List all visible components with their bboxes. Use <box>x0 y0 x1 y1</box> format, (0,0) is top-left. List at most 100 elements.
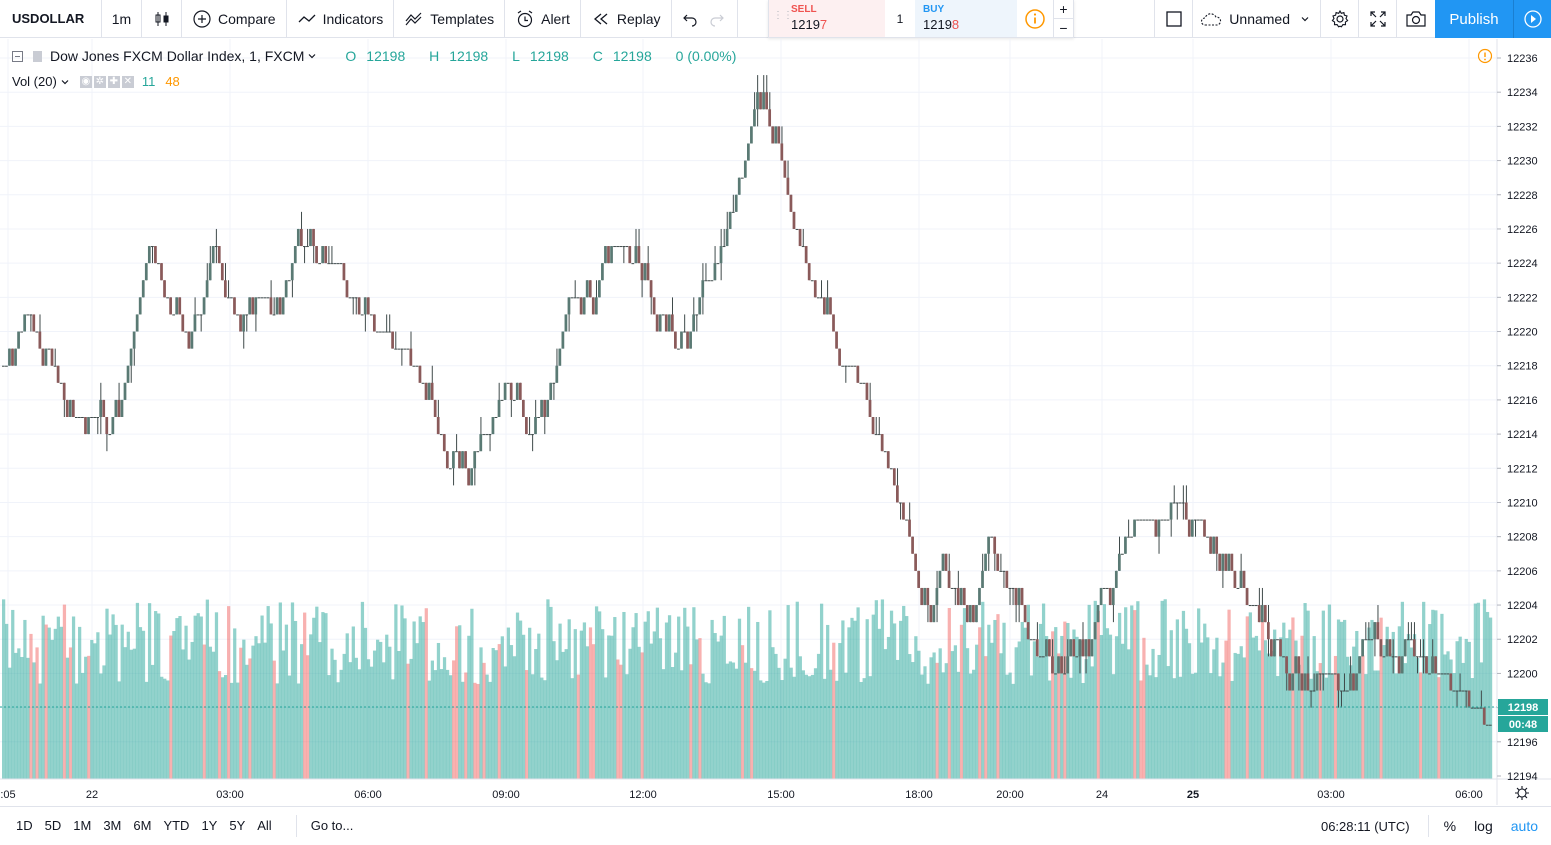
time-tick-label: 18:00 <box>905 789 933 801</box>
goto-button[interactable]: Go to... <box>295 814 353 837</box>
range-5y[interactable]: 5Y <box>229 818 246 833</box>
fullscreen-button[interactable] <box>1358 0 1396 38</box>
range-ytd[interactable]: YTD <box>163 818 190 833</box>
sell-button[interactable]: ⋮⋮ SELL 12197 <box>769 0 885 37</box>
replay-icon <box>591 9 611 29</box>
undo-button[interactable] <box>672 0 698 38</box>
alarm-clock-icon <box>515 9 535 29</box>
buy-button[interactable]: BUY 12198 <box>915 0 1017 37</box>
time-tick-label: :05 <box>0 789 15 801</box>
price-tick-label: 12218 <box>1507 361 1538 373</box>
chart-style-button[interactable] <box>142 0 182 38</box>
symbol-search-button[interactable]: USDOLLAR <box>0 0 102 38</box>
layout-name-label: Unnamed <box>1229 11 1290 27</box>
ohlc-values: O 12198 H 12198 L 12198 C 12198 0 (0.00%) <box>345 48 737 64</box>
indicators-label: Indicators <box>322 10 384 27</box>
eye-icon[interactable]: ◉ <box>79 75 92 88</box>
time-tick-label: 12:00 <box>629 789 657 801</box>
axis-settings-button[interactable] <box>1515 786 1529 800</box>
collapse-legend-button[interactable] <box>12 50 23 62</box>
gear-icon <box>1331 9 1348 28</box>
buy-price: 12198 <box>923 17 960 32</box>
date-range-buttons: 1D 5D 1M 3M 6M YTD 1Y 5Y All <box>10 818 278 833</box>
replay-button[interactable]: Replay <box>581 0 672 38</box>
price-tick-label: 12228 <box>1507 190 1538 202</box>
price-tick-label: 12206 <box>1507 566 1538 578</box>
right-toolbar: Unnamed Publish <box>1154 0 1551 38</box>
price-tick-label: 12226 <box>1507 224 1538 236</box>
price-tick-label: 12220 <box>1507 327 1538 339</box>
change-value: 0 (0.00%) <box>675 48 737 64</box>
current-price-label-bg <box>1498 699 1548 715</box>
chevron-down-icon[interactable] <box>307 51 317 61</box>
chart-warning-icon[interactable] <box>1477 48 1493 64</box>
quantity-field[interactable]: 1 <box>896 11 904 26</box>
range-6m[interactable]: 6M <box>133 818 152 833</box>
percent-scale-toggle[interactable]: % <box>1443 818 1457 834</box>
increase-button[interactable]: + <box>1059 1 1068 17</box>
volume-title[interactable]: Vol (20) <box>12 74 57 89</box>
redo-button[interactable] <box>698 0 738 38</box>
candle-series <box>2 75 1492 726</box>
indicators-button[interactable]: Indicators <box>287 0 395 38</box>
time-tick-label: 06:00 <box>1455 789 1483 801</box>
more-icon[interactable]: ✚ <box>107 75 120 88</box>
series-title[interactable]: Dow Jones FXCM Dollar Index, 1, FXCM <box>50 48 305 64</box>
log-scale-toggle[interactable]: log <box>1474 818 1493 834</box>
sell-price: 12197 <box>791 17 828 32</box>
gear-icon[interactable]: ✲ <box>93 75 106 88</box>
series-legend: Dow Jones FXCM Dollar Index, 1, FXCM O 12… <box>12 48 746 64</box>
compare-button[interactable]: Compare <box>182 0 287 38</box>
fullscreen-icon <box>1369 11 1386 27</box>
range-3m[interactable]: 3M <box>103 818 122 833</box>
layout-menu-button[interactable]: Unnamed <box>1192 0 1320 38</box>
price-chart[interactable]: 12236 12234 12232 12230 12228 12226 12224 12222… <box>0 39 1551 805</box>
range-1d[interactable]: 1D <box>16 818 33 833</box>
play-circle-icon <box>1523 10 1542 28</box>
time-tick-label: 20:00 <box>996 789 1024 801</box>
alert-button[interactable]: Alert <box>505 0 581 38</box>
time-tick-label: 03:00 <box>216 789 244 801</box>
time-tick-label: 03:00 <box>1317 789 1345 801</box>
compare-label: Compare <box>218 10 276 27</box>
chevron-down-icon[interactable] <box>60 77 70 87</box>
auto-scale-toggle[interactable]: auto <box>1510 818 1538 834</box>
range-1m[interactable]: 1M <box>73 818 92 833</box>
replay-label: Replay <box>616 10 661 27</box>
price-axis[interactable]: 12236 12234 12232 12230 12228 12226 12224 12222… <box>1497 53 1538 783</box>
range-all[interactable]: All <box>257 818 272 833</box>
drag-handle-icon[interactable]: ⋮⋮ <box>773 10 793 21</box>
trade-info-button[interactable] <box>1017 0 1053 37</box>
price-tick-label: 12234 <box>1507 87 1538 99</box>
select-box-button[interactable] <box>1154 0 1192 38</box>
price-tick-label: 12196 <box>1507 737 1538 749</box>
range-5d[interactable]: 5D <box>44 818 62 833</box>
time-tick-label: 22 <box>86 789 98 801</box>
volume-ma-value: 48 <box>165 74 180 89</box>
buy-label: BUY <box>923 4 945 15</box>
time-axis[interactable]: :05 22 03:00 06:00 09:00 12:00 15:00 18:00 20:00… <box>0 789 1482 801</box>
price-tick-label: 12210 <box>1507 497 1538 509</box>
publish-button[interactable]: Publish <box>1435 0 1513 38</box>
snapshot-button[interactable] <box>1396 0 1434 38</box>
chevron-down-icon <box>1301 17 1309 22</box>
timezone-clock[interactable]: 06:28:11 (UTC) <box>1303 815 1429 837</box>
close-icon[interactable]: ✕ <box>121 75 134 88</box>
price-tick-label: 12224 <box>1507 258 1538 270</box>
settings-button[interactable] <box>1320 0 1358 38</box>
templates-button[interactable]: Templates <box>394 0 506 38</box>
plus-circle-icon <box>192 9 212 29</box>
range-1y[interactable]: 1Y <box>201 818 218 833</box>
countdown-label: 00:48 <box>1509 719 1537 731</box>
price-tick-label: 12222 <box>1507 292 1538 304</box>
flag-icon[interactable] <box>33 50 42 62</box>
price-tick-label: 12236 <box>1507 53 1538 65</box>
price-tick-label: 12204 <box>1507 600 1538 612</box>
templates-icon <box>404 9 424 29</box>
interval-button[interactable]: 1m <box>102 0 142 38</box>
camera-icon <box>1405 11 1426 27</box>
price-tick-label: 12232 <box>1507 121 1538 133</box>
decrease-button[interactable]: − <box>1054 18 1073 37</box>
volume-value: 11 <box>141 74 156 89</box>
publish-menu-button[interactable] <box>1513 0 1551 38</box>
